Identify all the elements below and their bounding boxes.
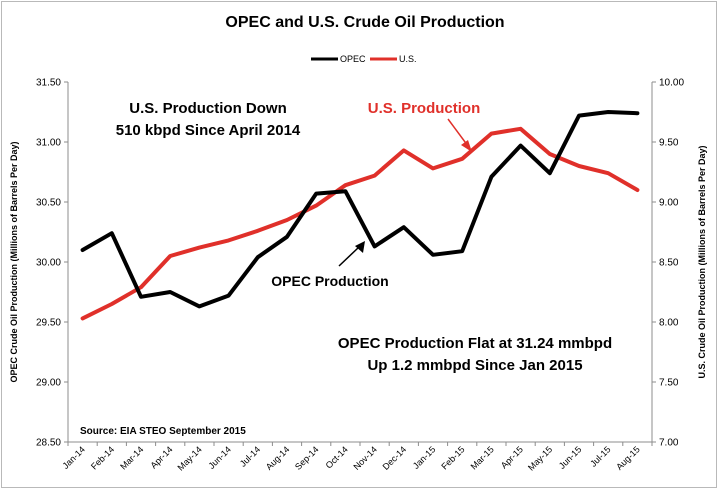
- legend-opec-label: OPEC: [340, 54, 366, 64]
- x-tick-label: May-15: [526, 444, 554, 472]
- right-tick-label: 8.50: [659, 258, 679, 269]
- annotation-opec-arrow: [338, 246, 360, 267]
- x-axis-ticks: Jan-14 Feb-14 Mar-14 Apr-14 May-14 Jun-14 Jul-…: [60, 442, 653, 473]
- left-tick-label: 28.50: [36, 438, 61, 449]
- x-tick-label: Feb-14: [89, 444, 116, 471]
- annotation-us-down-line1: U.S. Production Down: [129, 100, 287, 117]
- annotation-opec-flat-line1: OPEC Production Flat at 31.24 mmbpd: [338, 335, 612, 352]
- annotation-opec-arrowhead: [355, 241, 365, 253]
- right-tick-label: 10.00: [659, 78, 684, 89]
- annotation-us-down-line2: 510 kbpd Since April 2014: [116, 122, 301, 139]
- annotation-opec-flat-line2: Up 1.2 mmbpd Since Jan 2015: [367, 357, 582, 374]
- left-tick-label: 29.50: [36, 318, 61, 329]
- legend: OPEC U.S.: [311, 54, 417, 64]
- x-tick-label: Jan-15: [411, 444, 438, 471]
- right-tick-label: 7.50: [659, 378, 679, 389]
- left-tick-label: 29.00: [36, 378, 61, 389]
- left-tick-label: 30.50: [36, 198, 61, 209]
- x-tick-label: Apr-15: [499, 444, 525, 470]
- series-line-opec: [80, 110, 640, 309]
- series-line-us: [80, 126, 640, 321]
- x-tick-label: Nov-14: [351, 444, 379, 472]
- left-tick-label: 31.00: [36, 138, 61, 149]
- x-tick-label: Feb-15: [439, 444, 466, 471]
- legend-us-label: U.S.: [399, 54, 417, 64]
- x-tick-label: May-14: [176, 444, 204, 472]
- x-tick-label: Aug-15: [614, 444, 642, 472]
- right-axis-label: U.S. Crude Oil Production (Millions of B…: [697, 145, 707, 378]
- left-tick-label: 31.50: [36, 78, 61, 89]
- right-tick-label: 9.00: [659, 198, 679, 209]
- annotation-us-production: U.S. Production: [368, 100, 481, 117]
- x-tick-label: Oct-14: [324, 444, 350, 470]
- left-axis-ticks: 28.50 29.00 29.50 30.00 30.50 31.00 31.50: [36, 78, 68, 449]
- x-tick-label: Apr-14: [148, 444, 174, 470]
- x-tick-label: Jun-15: [557, 444, 584, 471]
- x-tick-label: Sep-14: [293, 444, 321, 472]
- series-layer: [80, 110, 640, 321]
- annotation-opec-production: OPEC Production: [271, 273, 388, 289]
- left-axis-label: OPEC Crude Oil Production (Millions of B…: [9, 141, 19, 382]
- x-tick-label: Aug-14: [264, 444, 292, 472]
- x-tick-label: Dec-14: [381, 444, 409, 472]
- left-tick-label: 30.00: [36, 258, 61, 269]
- source-note: Source: EIA STEO September 2015: [80, 426, 246, 437]
- x-tick-label: Mar-14: [118, 444, 145, 471]
- x-tick-label: Jun-14: [206, 444, 233, 471]
- x-tick-label: Mar-15: [469, 444, 496, 471]
- right-tick-label: 9.50: [659, 138, 679, 149]
- right-tick-label: 8.00: [659, 318, 679, 329]
- chart-title: OPEC and U.S. Crude Oil Production: [225, 14, 504, 31]
- right-axis-ticks: 7.00 7.50 8.00 8.50 9.00 9.50 10.00: [652, 78, 684, 449]
- right-tick-label: 7.00: [659, 438, 679, 449]
- x-tick-label: Jul-15: [588, 444, 612, 468]
- x-tick-label: Jul-14: [238, 444, 262, 468]
- annotation-us-arrow: [447, 118, 469, 147]
- annotation-us-arrowhead: [461, 140, 472, 152]
- x-tick-label: Jan-14: [60, 444, 87, 471]
